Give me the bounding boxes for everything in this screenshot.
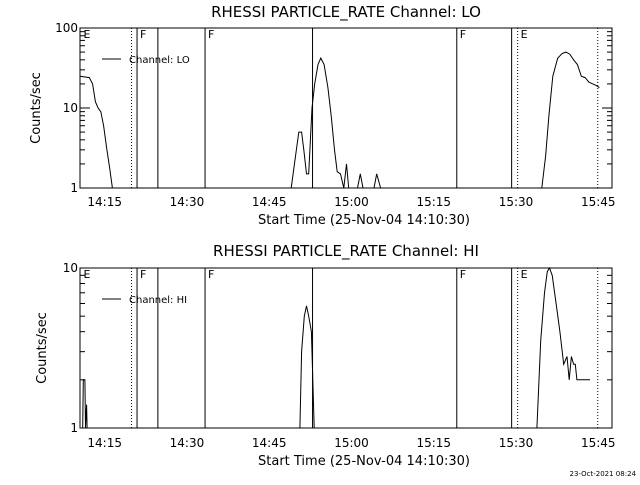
x-tick-label-hi: 14:45 [252, 436, 287, 450]
flag-label-hi: E [521, 268, 528, 281]
x-tick-label-lo: 15:00 [334, 195, 369, 209]
x-tick-label-lo: 14:30 [170, 195, 205, 209]
flag-label-hi: E [84, 268, 91, 281]
series-line-lo [541, 51, 600, 189]
y-tick-label-lo: 10 [63, 101, 78, 115]
chart-title-hi: RHESSI PARTICLE_RATE Channel: HI [213, 242, 479, 261]
series-line-lo [357, 173, 364, 189]
x-tick-label-hi: 15:00 [334, 436, 369, 450]
legend-label-hi: Channel: HI [129, 295, 187, 306]
x-axis-label-hi: Start Time (25-Nov-04 14:10:30) [258, 454, 470, 469]
x-tick-label-hi: 15:15 [416, 436, 451, 450]
series-line-hi [299, 305, 315, 429]
x-tick-label-lo: 14:15 [87, 195, 122, 209]
x-tick-label-hi: 14:30 [170, 436, 205, 450]
flag-label-hi: F [140, 268, 146, 281]
x-axis-label-lo: Start Time (25-Nov-04 14:10:30) [258, 213, 470, 228]
x-tick-label-hi: 15:30 [499, 436, 534, 450]
series-line-lo [290, 56, 350, 189]
x-tick-label-hi: 14:15 [87, 436, 122, 450]
chart-title-lo: RHESSI PARTICLE_RATE Channel: LO [211, 3, 481, 22]
y-axis-label-lo: Counts/sec [29, 72, 44, 144]
flag-label-lo: F [208, 28, 214, 41]
series-line-lo [79, 75, 113, 189]
flag-label-lo: E [84, 28, 91, 41]
series-line-lo [373, 173, 382, 189]
flag-label-hi: F [460, 268, 466, 281]
y-tick-label-lo: 1 [70, 181, 78, 195]
y-tick-label-hi: 1 [70, 421, 78, 435]
x-tick-label-hi: 15:45 [581, 436, 616, 450]
plot-frame-hi [79, 267, 613, 429]
footer-timestamp: 23-Oct-2021 08:24 [570, 470, 637, 478]
series-line-hi [536, 266, 591, 429]
legend-label-lo: Channel: LO [129, 55, 190, 66]
x-tick-label-lo: 15:45 [581, 195, 616, 209]
flag-label-hi: F [208, 268, 214, 281]
y-tick-label-hi: 10 [63, 261, 78, 275]
x-tick-label-lo: 14:45 [252, 195, 287, 209]
series-line-hi [82, 379, 88, 429]
x-tick-label-lo: 15:30 [499, 195, 534, 209]
x-tick-label-lo: 15:15 [416, 195, 451, 209]
flag-label-lo: F [140, 28, 146, 41]
flag-label-lo: F [460, 28, 466, 41]
y-tick-label-lo: 100 [55, 21, 78, 35]
y-axis-label-hi: Counts/sec [35, 312, 50, 384]
flag-label-lo: E [521, 28, 528, 41]
